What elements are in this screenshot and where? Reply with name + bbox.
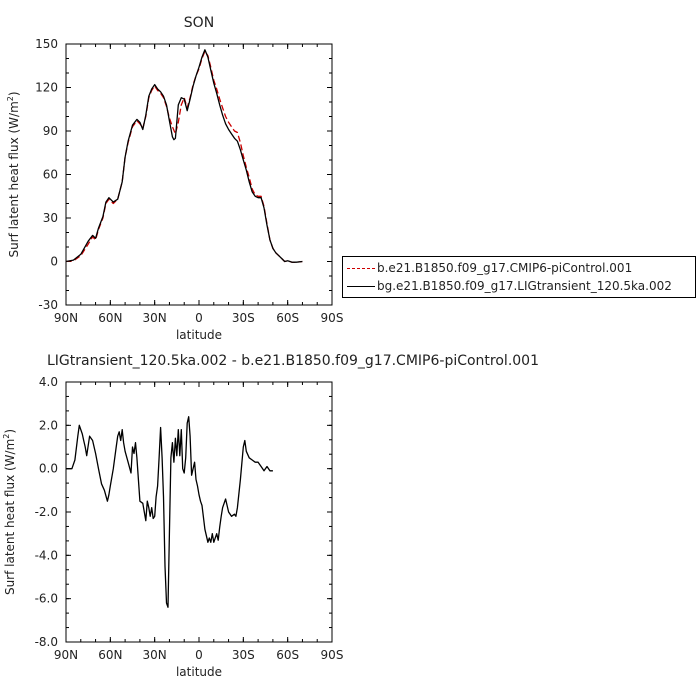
chart2-x-tick-label: 30N bbox=[143, 648, 167, 662]
chart1-series-line-1 bbox=[65, 50, 303, 263]
legend-label-ligtransient: bg.e21.B1850.f09_g17.LIGtransient_120.5k… bbox=[377, 279, 672, 293]
chart1-y-axis-label: Surf latent heat flux (W/m2) bbox=[6, 91, 21, 257]
chart2-plot-frame bbox=[65, 381, 333, 643]
chart2-x-axis-label: latitude bbox=[176, 665, 222, 679]
chart2-y-axis-label: Surf latent heat flux (W/m2) bbox=[2, 429, 17, 595]
chart2-y-tick-label: -2.0 bbox=[35, 505, 58, 519]
chart1-x-tick-label: 0 bbox=[195, 311, 203, 325]
chart1-y-tick-label: 30 bbox=[43, 211, 58, 225]
chart2-y-tick-label: 4.0 bbox=[39, 375, 58, 389]
chart1-y-tick-label: 90 bbox=[43, 124, 58, 138]
chart1-x-tick-label: 30S bbox=[232, 311, 255, 325]
chart2-y-tick-label: -4.0 bbox=[35, 548, 58, 562]
chart2-x-tick-label: 90N bbox=[54, 648, 78, 662]
chart1-x-tick-label: 30N bbox=[143, 311, 167, 325]
chart1-y-tick-label: -30 bbox=[38, 298, 58, 312]
legend-entry-ligtransient: bg.e21.B1850.f09_g17.LIGtransient_120.5k… bbox=[347, 278, 672, 294]
chart-legend: b.e21.B1850.f09_g17.CMIP6-piControl.001 … bbox=[342, 256, 696, 298]
chart1-y-tick-label: 120 bbox=[35, 81, 58, 95]
chart2-y-tick-label: -6.0 bbox=[35, 592, 58, 606]
chart2-y-tick-label: 2.0 bbox=[39, 418, 58, 432]
chart1-x-tick-label: 90S bbox=[321, 311, 344, 325]
chart1-y-tick-label: 60 bbox=[43, 168, 58, 182]
chart2-x-tick-label: 60N bbox=[98, 648, 122, 662]
chart2-x-tick-label: 0 bbox=[195, 648, 203, 662]
chart1-plot-frame bbox=[65, 43, 333, 306]
chart2-y-tick-label: -8.0 bbox=[35, 635, 58, 649]
chart2-title: LIGtransient_120.5ka.002 - b.e21.B1850.f… bbox=[47, 353, 539, 369]
chart1-x-tick-label: 60N bbox=[98, 311, 122, 325]
chart1-title: SON bbox=[184, 15, 214, 31]
chart1-y-tick-label: 150 bbox=[35, 37, 58, 51]
chart2-x-tick-label: 60S bbox=[276, 648, 299, 662]
chart1-series-line-2 bbox=[65, 49, 303, 263]
chart1-x-axis-label: latitude bbox=[176, 328, 222, 342]
legend-swatch-solid-black bbox=[347, 286, 375, 287]
chart2-x-tick-label: 90S bbox=[321, 648, 344, 662]
legend-swatch-dashed-red bbox=[347, 268, 375, 269]
chart1-x-tick-label: 60S bbox=[276, 311, 299, 325]
chart1-x-tick-label: 90N bbox=[54, 311, 78, 325]
legend-label-picontrol: b.e21.B1850.f09_g17.CMIP6-piControl.001 bbox=[377, 261, 633, 275]
chart2-x-tick-label: 30S bbox=[232, 648, 255, 662]
chart2-y-tick-label: 0.0 bbox=[39, 462, 58, 476]
chart2-series-line-1 bbox=[66, 416, 273, 608]
legend-entry-picontrol: b.e21.B1850.f09_g17.CMIP6-piControl.001 bbox=[347, 260, 632, 276]
chart1-y-tick-label: 0 bbox=[50, 255, 58, 269]
